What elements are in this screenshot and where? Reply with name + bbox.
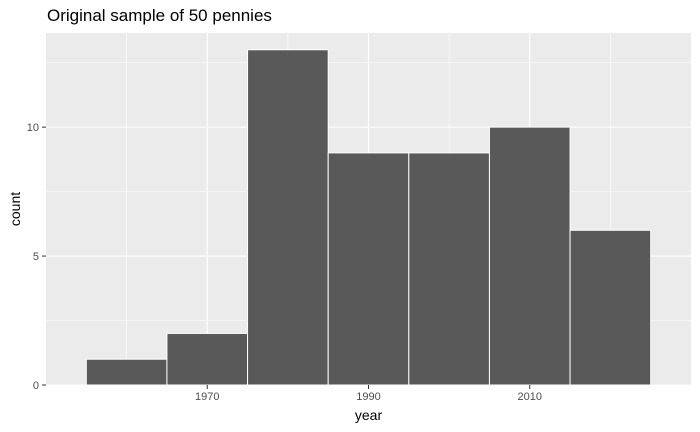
x-tick-label: 1990 (356, 391, 380, 403)
y-axis-ticks: 0 5 10 (27, 122, 46, 392)
y-tick-label: 5 (33, 251, 39, 263)
histogram-bars (85, 49, 652, 386)
y-tick-label: 10 (27, 122, 39, 134)
chart-title: Original sample of 50 pennies (47, 6, 272, 25)
x-tick-label: 1970 (195, 391, 219, 403)
histogram-bar (166, 332, 249, 386)
x-axis-title: year (355, 407, 383, 423)
histogram-bar (569, 229, 652, 386)
histogram-bar (247, 49, 329, 386)
histogram-bar (85, 358, 168, 386)
histogram-bar (488, 126, 571, 386)
y-tick-label: 0 (33, 380, 39, 392)
x-tick-label: 2010 (518, 391, 542, 403)
histogram-bar (408, 152, 490, 386)
y-axis-title: count (7, 192, 23, 226)
histogram-bar (327, 152, 410, 386)
x-axis-ticks: 1970 1990 2010 (195, 385, 542, 403)
